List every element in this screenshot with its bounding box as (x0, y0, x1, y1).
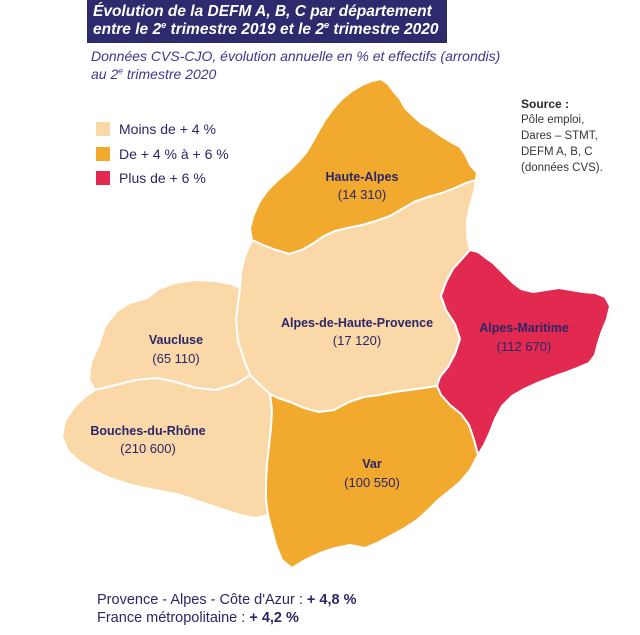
legend-swatch-low (96, 122, 110, 137)
legend-item: Plus de + 6 % (96, 166, 229, 191)
source-heading: Source : (521, 97, 570, 111)
vaucluse-label: Vaucluse (149, 333, 203, 347)
legend-label: De + 4 % à + 6 % (119, 145, 229, 162)
legend-label: Moins de + 4 % (119, 121, 216, 138)
subtitle-line-2: au 2e trimestre 2020 (91, 65, 217, 82)
summary: Provence - Alpes - Côte d'Azur : + 4,8 %… (97, 591, 356, 627)
summary-region-value: + 4,8 % (306, 592, 357, 608)
ordinal-suffix: e (323, 19, 330, 30)
bouches-du-rhone-label: Bouches-du-Rhône (90, 424, 205, 438)
legend-item: Moins de + 4 % (96, 117, 229, 142)
title-line-1: Évolution de la DEFM A, B, C par départe… (93, 3, 432, 20)
department-alpes-maritime (436, 249, 611, 456)
legend: Moins de + 4 % De + 4 % à + 6 % Plus de … (96, 117, 229, 191)
department-bouches-du-rhone (61, 374, 273, 519)
summary-france-label: France métropolitaine : (97, 610, 246, 626)
subtitle-line-1: Données CVS-CJO, évolution annuelle en %… (91, 48, 501, 64)
ordinal-suffix: e (118, 65, 123, 76)
subtitle: Données CVS-CJO, évolution annuelle en %… (91, 47, 500, 83)
summary-france: France métropolitaine : + 4,2 % (97, 609, 356, 627)
title-line-2: entre le 2e trimestre 2019 et le 2e trim… (93, 19, 439, 38)
legend-swatch-high (96, 171, 110, 186)
var-count: (100 550) (344, 475, 400, 490)
summary-france-value: + 4,2 % (249, 610, 299, 626)
haute-alpes-count: (14 310) (338, 187, 386, 202)
source-line: Pôle emploi, (521, 114, 585, 126)
legend-item: De + 4 % à + 6 % (96, 142, 229, 167)
department-labels: Haute-Alpes (14 310) Alpes-de-Haute-Prov… (90, 170, 568, 490)
department-shapes (61, 78, 611, 569)
source-line: Dares – STMT, (521, 130, 598, 142)
ordinal-suffix: e (161, 19, 167, 30)
alpes-de-haute-provence-label: Alpes-de-Haute-Provence (281, 316, 433, 330)
title-banner: Évolution de la DEFM A, B, C par départe… (87, 0, 447, 43)
source-line: (données CVS). (521, 162, 603, 174)
source-note: Source : Pôle emploi, Dares – STMT, DEFM… (521, 96, 603, 176)
department-var (265, 385, 479, 569)
haute-alpes-label: Haute-Alpes (326, 170, 399, 184)
summary-region: Provence - Alpes - Côte d'Azur : + 4,8 % (97, 591, 356, 609)
summary-region-label: Provence - Alpes - Côte d'Azur : (97, 592, 303, 608)
alpes-de-haute-provence-count: (17 120) (333, 333, 381, 348)
bouches-du-rhone-count: (210 600) (120, 441, 176, 456)
legend-swatch-mid (96, 146, 110, 161)
legend-label: Plus de + 6 % (119, 170, 206, 187)
vaucluse-count: (65 110) (152, 351, 199, 366)
source-line: DEFM A, B, C (521, 146, 593, 158)
alpes-maritime-label: Alpes-Maritime (479, 321, 569, 335)
var-label: Var (362, 457, 382, 471)
alpes-maritime-count: (112 670) (497, 339, 552, 354)
